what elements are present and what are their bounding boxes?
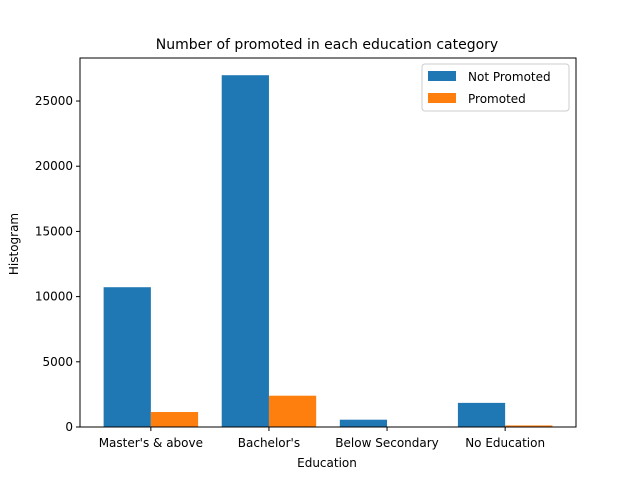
bar-not-promoted — [222, 75, 269, 427]
axes-frame — [80, 58, 576, 427]
bar-promoted — [151, 412, 198, 427]
bar-promoted — [269, 396, 316, 427]
y-tick-label: 0 — [65, 420, 73, 434]
bar-not-promoted — [340, 420, 387, 427]
x-tick-label: No Education — [465, 436, 545, 450]
plot-area: 0 5000 10000 15000 20000 25000 Master's & abov… — [35, 58, 576, 450]
chart-title: Number of promoted in each education cat… — [156, 37, 498, 53]
legend-swatch — [428, 93, 456, 103]
x-tick-label: Bachelor's — [238, 436, 300, 450]
x-tick-label: Master's & above — [99, 436, 203, 450]
y-tick-label: 15000 — [35, 224, 73, 238]
legend-label: Not Promoted — [468, 70, 551, 84]
x-axis-label: Education — [297, 456, 357, 470]
y-tick-label: 25000 — [35, 94, 73, 108]
y-axis-label: Histogram — [7, 213, 21, 275]
bar-not-promoted — [104, 287, 151, 427]
y-tick-label: 20000 — [35, 159, 73, 173]
legend-label: Promoted — [468, 92, 526, 106]
legend-swatch — [428, 71, 456, 81]
y-tick-label: 10000 — [35, 290, 73, 304]
y-tick-label: 5000 — [42, 355, 73, 369]
x-tick-label: Below Secondary — [335, 436, 438, 450]
bar-not-promoted — [458, 403, 505, 427]
